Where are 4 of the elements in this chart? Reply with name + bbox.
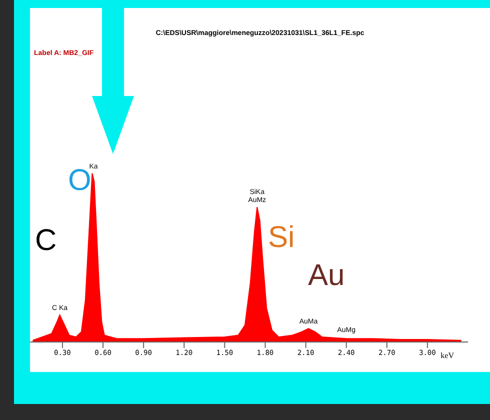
annotation: Si [268, 221, 295, 254]
annotation: C [35, 224, 57, 257]
x-axis-title: keV [440, 351, 454, 360]
annotation: Au [308, 259, 345, 292]
